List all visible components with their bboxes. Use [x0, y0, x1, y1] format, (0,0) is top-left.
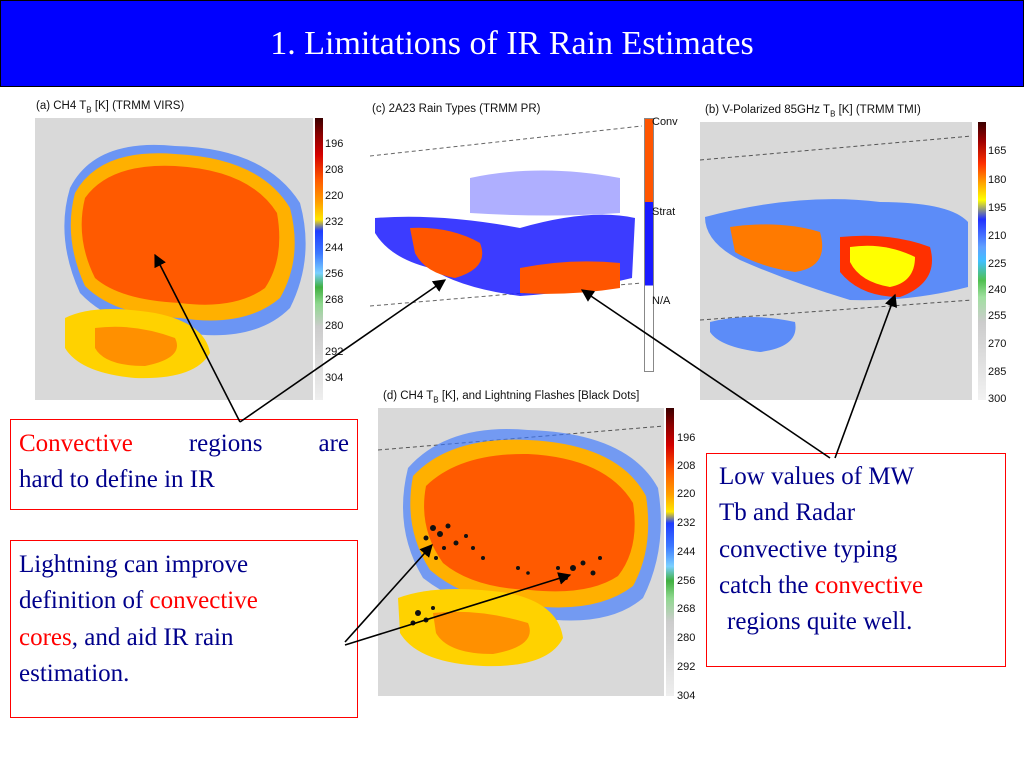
panel-d-tick: 232	[677, 517, 696, 529]
panel-c-radar-image	[370, 118, 642, 370]
panel-c-title: (c) 2A23 Rain Types (TRMM PR)	[372, 103, 541, 115]
arrow-to-panel-b	[834, 293, 898, 459]
arrow-to-panel-a	[154, 253, 241, 423]
panel-c-tick: N/A	[652, 295, 671, 307]
panel-c-tick: Conv	[652, 116, 678, 128]
panel-a-tick: 256	[325, 268, 344, 280]
panel-b-tick: 285	[988, 366, 1007, 378]
are-word: are	[318, 430, 349, 457]
panel-d-tick: 256	[677, 575, 696, 587]
arrow-to-panel-c-right	[580, 289, 831, 459]
panel-d-tick: 304	[677, 690, 696, 702]
panel-d-ir-lightning-image	[378, 408, 664, 696]
panel-a-tick: 268	[325, 294, 344, 306]
panel-b-tick: 195	[988, 202, 1007, 214]
slide-title: 1. Limitations of IR Rain Estimates	[270, 24, 754, 62]
panel-d-tick: 208	[677, 460, 696, 472]
panel-a-tick: 232	[325, 216, 344, 228]
panel-a-cloud-shape	[64, 144, 306, 379]
panel-d-cloud-shape	[378, 425, 664, 667]
panel-a-tick: 196	[325, 138, 344, 150]
panel-b-title: (b) V-Polarized 85GHz TB [K] (TRMM TMI)	[705, 104, 921, 119]
panel-d-colorbar	[666, 408, 674, 696]
lightning-line4: estimation.	[19, 659, 130, 687]
panel-b-mw-shape	[700, 135, 972, 352]
convective-regions-box: Convective regions are hard to define in…	[10, 419, 358, 510]
panel-b-tick: 225	[988, 258, 1007, 270]
panel-a-ir-image	[35, 118, 313, 400]
panel-b-tick: 180	[988, 174, 1007, 186]
panel-b-tick: 255	[988, 310, 1007, 322]
panel-a-tick: 280	[325, 320, 344, 332]
panel-d-tick: 268	[677, 603, 696, 615]
panel-d-tick: 280	[677, 632, 696, 644]
lowvalues-line5: regions quite well.	[727, 608, 913, 635]
panel-c-tick: Strat	[652, 206, 676, 218]
low-values-box: Low values of MW Tb and Radar convective…	[706, 453, 1006, 667]
panel-b-tick: 240	[988, 284, 1007, 296]
panel-d-title: (d) CH4 TB [K], and Lightning Flashes [B…	[383, 390, 640, 405]
arrow-to-lightning-left	[344, 544, 433, 643]
panel-a-title: (a) CH4 TB [K] (TRMM VIRS)	[36, 100, 185, 115]
arrow-to-lightning-right	[344, 572, 572, 646]
panel-a-tick: 244	[325, 242, 344, 254]
convective-word: Convective	[19, 430, 133, 457]
regions-word: regions	[188, 430, 263, 457]
panel-b-tick: 300	[988, 393, 1007, 405]
panel-d-tick: 220	[677, 488, 696, 500]
panel-b-tick: 165	[988, 145, 1007, 157]
panel-a-tick: 220	[325, 190, 344, 202]
slide-title-bar: 1. Limitations of IR Rain Estimates	[0, 0, 1024, 87]
lightning-line2: definition of convective	[19, 587, 258, 615]
panel-c-colorbar	[644, 118, 654, 372]
arrow-to-panel-c-left	[239, 279, 447, 423]
panel-b-colorbar	[978, 122, 986, 400]
lightning-line3: cores, and aid IR rain	[19, 623, 234, 651]
panel-a-tick: 304	[325, 372, 344, 384]
panel-b-tick: 270	[988, 338, 1007, 350]
panel-a-tick: 292	[325, 346, 344, 358]
panel-c-rain-types	[370, 125, 642, 307]
panel-b-tick: 210	[988, 230, 1007, 242]
lowvalues-line4: catch the convective	[719, 571, 924, 599]
panel-a-tick: 208	[325, 164, 344, 176]
panel-a-colorbar	[315, 118, 323, 400]
lowvalues-line3: convective typing	[719, 535, 898, 563]
lowvalues-line2: Tb and Radar	[719, 499, 856, 527]
panel-b-mw-image	[700, 122, 972, 400]
panel-d-tick: 244	[677, 546, 696, 558]
lightning-box: Lightning can improve definition of conv…	[10, 540, 358, 718]
panel-d-tick: 292	[677, 661, 696, 673]
convective-box-line2: hard to define in IR	[19, 466, 215, 494]
lightning-line1: Lightning can improve	[19, 551, 249, 578]
panel-d-tick: 196	[677, 432, 696, 444]
lowvalues-line1: Low values of MW	[719, 463, 915, 490]
